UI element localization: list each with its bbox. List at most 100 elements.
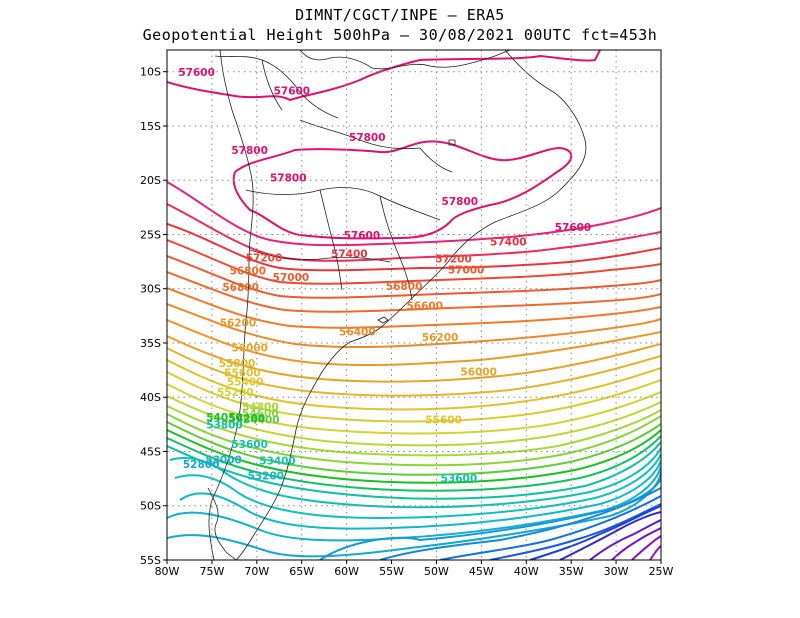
contour-label: 56600 <box>407 300 444 312</box>
contour-line <box>167 255 661 299</box>
border-line <box>379 195 413 301</box>
border-line <box>207 487 237 560</box>
contour-line <box>529 505 661 560</box>
x-tick-label: 70W <box>244 565 269 578</box>
contour-label: 56000 <box>460 367 497 379</box>
contour-line <box>167 413 661 467</box>
lake-shape <box>448 139 456 146</box>
contour-label: 55200 <box>217 387 254 399</box>
contour-label: 56800 <box>222 282 259 294</box>
contour-line <box>167 359 661 411</box>
y-tick-label: 55S <box>140 554 161 567</box>
x-tick-label: 65W <box>289 565 314 578</box>
contour-label: 57000 <box>448 265 485 277</box>
grid-lines <box>167 50 661 560</box>
border-line <box>419 147 453 173</box>
x-tick-label: 75W <box>199 565 224 578</box>
border-line <box>214 55 339 119</box>
contour-line <box>489 503 661 560</box>
contour-label: 56200 <box>220 318 257 330</box>
contour-label: 54050 <box>206 412 243 424</box>
map-title-line-2: Geopotential Height 500hPa – 30/08/2021 … <box>142 26 658 44</box>
x-tick-label: 60W <box>334 565 359 578</box>
contour-label: 57600 <box>274 85 311 97</box>
contour-label: 52800 <box>183 459 220 471</box>
contour-label: 56400 <box>339 326 376 338</box>
border-line <box>249 249 391 263</box>
contour-line <box>167 421 661 476</box>
contour-label: 53200 <box>248 471 285 483</box>
x-tick-label: 80W <box>155 565 180 578</box>
country-borders <box>207 50 587 560</box>
x-tick-label: 35W <box>559 565 584 578</box>
y-tick-label: 45S <box>140 445 161 458</box>
contour-line <box>167 347 661 397</box>
border-line <box>299 50 511 70</box>
contour-line <box>167 471 661 558</box>
y-tick-label: 15S <box>140 120 161 133</box>
contour-label: 53000 <box>205 454 242 466</box>
contour-label: 54800 <box>242 401 279 413</box>
contour-label: 57600 <box>344 230 381 242</box>
contour-label: 57200 <box>246 253 283 265</box>
lake-shape <box>377 316 389 324</box>
contour-line <box>169 447 661 509</box>
border-line <box>245 187 441 221</box>
y-tick-label: 10S <box>140 66 161 79</box>
contour-line <box>167 371 661 423</box>
y-axis: 10S 15S 20S 25S 30S 35S 40S 45S 50S 55S <box>140 66 167 567</box>
contour-line <box>167 239 661 285</box>
contour-labels: 57600 57600 57800 57800 57800 57800 57600 57600… <box>178 67 591 485</box>
x-tick-label: 50W <box>424 565 449 578</box>
contour-label: 55600 <box>425 414 462 426</box>
contour-label: 55800 <box>219 358 256 370</box>
contour-label: 54200 <box>229 413 266 425</box>
contour-label: 56800 <box>230 266 267 278</box>
contour-line <box>167 435 661 492</box>
x-tick-label: 40W <box>514 565 539 578</box>
contour-line <box>174 453 661 520</box>
contour-label: 57600 <box>178 67 215 79</box>
border-line <box>379 50 587 329</box>
contour-line <box>232 140 573 240</box>
contour-label: 57800 <box>270 172 307 184</box>
map-title-line-1: DIMNT/CGCT/INPE – ERA5 <box>295 6 505 24</box>
contour-label: 57200 <box>435 254 472 266</box>
contour-line <box>167 181 661 247</box>
contour-line <box>167 335 661 383</box>
contour-label: 55600 <box>224 368 261 380</box>
y-tick-label: 40S <box>140 391 161 404</box>
contour-label: 53800 <box>206 420 243 432</box>
contour-label: 56800 <box>386 281 423 293</box>
contour-label: 53600 <box>231 439 268 451</box>
contour-label: 57400 <box>490 236 527 248</box>
contour-label: 57000 <box>273 272 310 284</box>
x-tick-label: 25W <box>649 565 674 578</box>
y-tick-label: 50S <box>140 500 161 513</box>
x-tick-label: 30W <box>604 565 629 578</box>
y-tick-label: 25S <box>140 228 161 241</box>
contour-line <box>589 519 661 560</box>
contour-label: 54400 <box>243 414 280 426</box>
contour-line <box>439 495 661 560</box>
contour-line <box>167 319 661 367</box>
contour-label: 54600 <box>242 408 279 420</box>
contour-line <box>167 383 661 435</box>
contour-line <box>649 545 661 560</box>
contour-label: 55400 <box>227 376 264 388</box>
contour-line <box>167 441 661 500</box>
contour-line <box>167 303 661 349</box>
contour-label: 57400 <box>331 248 368 260</box>
x-axis: 80W 75W 70W 65W 60W 55W 50W 45W 40W 35W 30W 25W <box>155 560 674 578</box>
contour-label: 57800 <box>231 145 268 157</box>
x-tick-label: 45W <box>469 565 494 578</box>
border-line <box>261 59 283 111</box>
contour-label: 57800 <box>349 132 386 144</box>
x-tick-label: 55W <box>379 565 404 578</box>
contour-lines <box>167 50 661 560</box>
contour-label: 53400 <box>259 456 296 468</box>
contour-line <box>319 477 661 560</box>
contour-line <box>167 405 661 457</box>
border-line <box>208 50 254 560</box>
border-line <box>319 189 343 291</box>
